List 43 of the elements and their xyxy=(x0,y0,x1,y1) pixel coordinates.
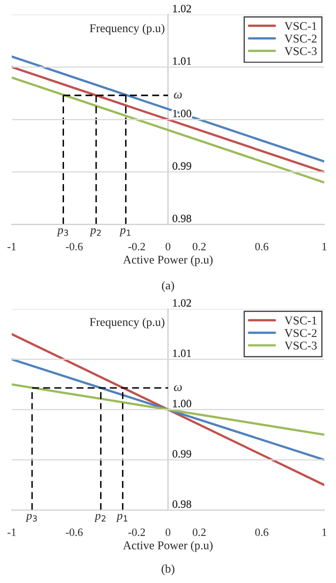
legend-label: VSC-2 xyxy=(284,34,317,43)
annotation: p$_{3}$ xyxy=(56,228,68,236)
x-tick-label: 1 xyxy=(322,528,326,536)
y-tick-label: 0.98 xyxy=(172,500,192,508)
x-tick-label: 0.2 xyxy=(192,242,206,250)
x-tick-label: 1 xyxy=(322,242,326,250)
x-tick-label: 0 xyxy=(166,242,170,250)
legend-label: VSC-3 xyxy=(284,342,317,350)
y-tick-label: 0.98 xyxy=(172,214,192,222)
annotation: p$_{1}$ xyxy=(119,228,130,236)
text: (a) xyxy=(162,281,174,292)
y-axis-title: Frequency (p.u) xyxy=(90,24,164,35)
y-tick-label: 0.99 xyxy=(172,450,192,458)
y-axis-title: Frequency (p.u) xyxy=(90,318,164,328)
x-tick-label: 0.6 xyxy=(255,528,268,536)
y-tick-label: 0.99 xyxy=(172,162,192,170)
annotation: p$_{1}$ xyxy=(116,514,128,522)
x-tick-label: 0.6 xyxy=(255,242,268,250)
legend-label: VSC-1 xyxy=(284,316,316,325)
x-tick-label: 0 xyxy=(166,528,170,536)
series-label: ω xyxy=(174,92,182,99)
x-tick-label: 0.2 xyxy=(192,528,206,536)
x-tick-label: -1 xyxy=(8,242,16,250)
y-tick-label: 1.01 xyxy=(173,350,191,358)
x-tick-label: -1 xyxy=(8,528,16,536)
y-tick-label: 1.01 xyxy=(173,57,191,65)
y-tick-label: 1.02 xyxy=(173,299,191,307)
annotation: p$_{2}$ xyxy=(90,228,101,236)
legend-label: VSC-2 xyxy=(284,329,317,338)
annotation: p$_{2}$ xyxy=(94,514,106,522)
x-axis-title: Active Power (p.u) xyxy=(123,255,213,266)
legend-label: VSC-3 xyxy=(284,47,317,56)
text: (b) xyxy=(162,564,174,576)
x-tick-label: -0.2 xyxy=(128,242,145,250)
y-tick-label: 1.00 xyxy=(173,400,192,408)
legend-label: VSC-1 xyxy=(284,22,316,30)
y-tick-label: 1.02 xyxy=(173,4,191,12)
annotation: p$_{3}$ xyxy=(26,514,37,522)
x-tick-label: -0.6 xyxy=(66,528,83,536)
x-tick-label: -0.6 xyxy=(66,242,83,250)
series-label: ω xyxy=(174,385,182,392)
x-axis-title: Active Power (p.u) xyxy=(123,541,213,552)
x-tick-label: -0.2 xyxy=(128,528,145,536)
